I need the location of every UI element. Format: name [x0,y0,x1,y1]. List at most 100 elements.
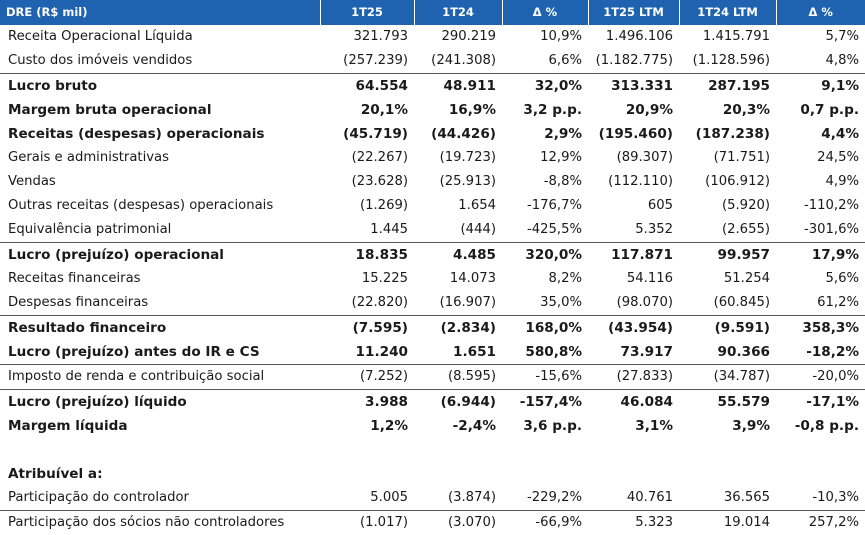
cell-value: -10,3% [776,486,865,511]
cell-value: (22.820) [320,291,414,316]
cell-value: -157,4% [502,390,588,415]
cell-value: 5,6% [776,267,865,291]
cell-value: 4,9% [776,170,865,194]
row-label: Despesas financeiras [0,291,320,316]
table-row: Receitas (despesas) operacionais (45.719… [0,122,865,146]
table-row: Equivalência patrimonial 1.445 (444) -42… [0,218,865,243]
cell-value: 36.565 [679,486,776,511]
cell-value: (2.655) [679,218,776,243]
cell-value: 5.352 [588,218,679,243]
header-col-1t25-ltm: 1T25 LTM [588,0,679,25]
cell-value: 15.225 [320,267,414,291]
row-label: Imposto de renda e contribuição social [0,365,320,390]
cell-value: (60.845) [679,291,776,316]
cell-value: 3,1% [588,414,679,438]
table-row: Margem líquida 1,2% -2,4% 3,6 p.p. 3,1% … [0,414,865,438]
cell-value: (45.719) [320,122,414,146]
row-label: Lucro (prejuízo) antes do IR e CS [0,340,320,365]
row-label: Gerais e administrativas [0,146,320,170]
cell-value: 1.651 [414,340,502,365]
cell-value: 4,8% [776,49,865,74]
table-row: Vendas (23.628) (25.913) -8,8% (112.110)… [0,170,865,194]
cell-value: (1.017) [320,511,414,535]
table-row: Participação do controlador 5.005 (3.874… [0,486,865,511]
cell-value: (25.913) [414,170,502,194]
cell-value: 48.911 [414,74,502,99]
cell-value: (34.787) [679,365,776,390]
cell-value: 5.323 [588,511,679,535]
cell-value: -2,4% [414,414,502,438]
cell-value: (23.628) [320,170,414,194]
cell-value: -110,2% [776,194,865,218]
cell-value: (7.595) [320,316,414,341]
row-label: Lucro (prejuízo) líquido [0,390,320,415]
cell-value: 20,3% [679,98,776,122]
row-label: Receitas financeiras [0,267,320,291]
table-row: Lucro bruto 64.554 48.911 32,0% 313.331 … [0,74,865,99]
cell-value: 73.917 [588,340,679,365]
table-row: Imposto de renda e contribuição social (… [0,365,865,390]
cell-value: (241.308) [414,49,502,74]
cell-value: 17,9% [776,243,865,268]
row-label: Lucro bruto [0,74,320,99]
header-row: DRE (R$ mil) 1T25 1T24 Δ % 1T25 LTM 1T24… [0,0,865,25]
cell-value: (71.751) [679,146,776,170]
cell-value: (5.920) [679,194,776,218]
cell-value: 8,2% [502,267,588,291]
cell-value: (9.591) [679,316,776,341]
cell-value: 32,0% [502,74,588,99]
cell-value: 18.835 [320,243,414,268]
cell-value: -15,6% [502,365,588,390]
cell-value: 61,2% [776,291,865,316]
section-row: Atribuível a: [0,462,865,486]
cell-value: 12,9% [502,146,588,170]
cell-value: 54.116 [588,267,679,291]
cell-value: 1,2% [320,414,414,438]
cell-value: 287.195 [679,74,776,99]
cell-value: 10,9% [502,25,588,49]
cell-value: 3,9% [679,414,776,438]
table-row: Custo dos imóveis vendidos (257.239) (24… [0,49,865,74]
cell-value: 1.496.106 [588,25,679,49]
row-label: Margem bruta operacional [0,98,320,122]
table-row: Lucro (prejuízo) operacional 18.835 4.48… [0,243,865,268]
cell-value: -18,2% [776,340,865,365]
cell-value: 168,0% [502,316,588,341]
cell-value: 46.084 [588,390,679,415]
cell-value: (2.834) [414,316,502,341]
cell-value: (1.182.775) [588,49,679,74]
table-row: Gerais e administrativas (22.267) (19.72… [0,146,865,170]
cell-value: (3.874) [414,486,502,511]
cell-value: 35,0% [502,291,588,316]
cell-value: 117.871 [588,243,679,268]
cell-value: 3.988 [320,390,414,415]
cell-value: (98.070) [588,291,679,316]
cell-value: 2,9% [502,122,588,146]
cell-value: (22.267) [320,146,414,170]
cell-value: 321.793 [320,25,414,49]
header-col-1t24: 1T24 [414,0,502,25]
table-row: Participação dos sócios não controladore… [0,511,865,535]
table-row: Receitas financeiras 15.225 14.073 8,2% … [0,267,865,291]
cell-value: (106.912) [679,170,776,194]
row-label: Equivalência patrimonial [0,218,320,243]
cell-value: (195.460) [588,122,679,146]
table-row: Despesas financeiras (22.820) (16.907) 3… [0,291,865,316]
cell-value: (112.110) [588,170,679,194]
cell-value: 16,9% [414,98,502,122]
cell-value: (6.944) [414,390,502,415]
header-label: DRE (R$ mil) [0,0,320,25]
cell-value: 19.014 [679,511,776,535]
table-row: Margem bruta operacional 20,1% 16,9% 3,2… [0,98,865,122]
cell-value: 290.219 [414,25,502,49]
cell-value: 14.073 [414,267,502,291]
cell-value: -301,6% [776,218,865,243]
cell-value: 20,1% [320,98,414,122]
cell-value: -8,8% [502,170,588,194]
cell-value: 0,7 p.p. [776,98,865,122]
cell-value: (27.833) [588,365,679,390]
header-col-delta-ltm: Δ % [776,0,865,25]
cell-value: 1.415.791 [679,25,776,49]
cell-value: 580,8% [502,340,588,365]
cell-value: 1.445 [320,218,414,243]
